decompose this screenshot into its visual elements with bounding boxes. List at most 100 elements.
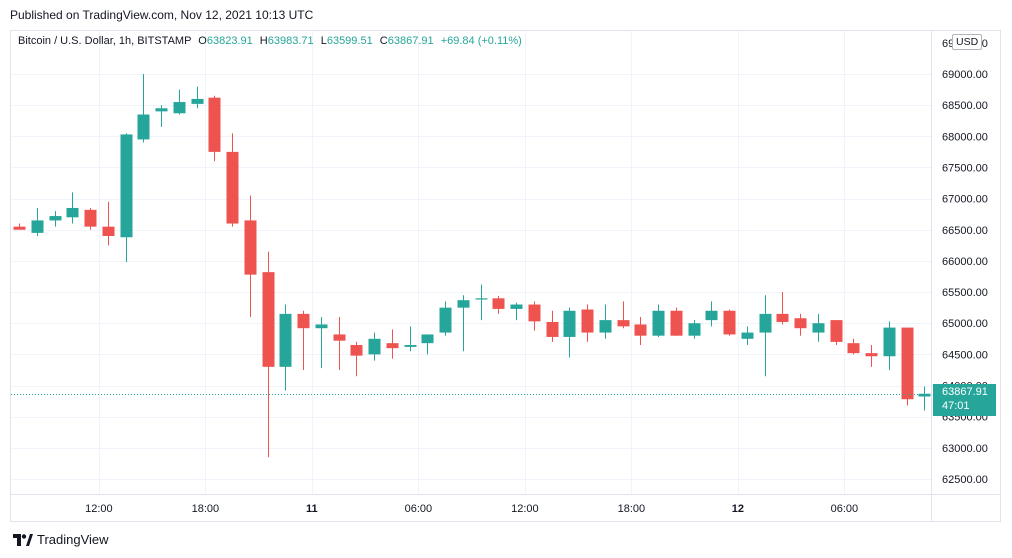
currency-button[interactable]: USD bbox=[952, 34, 983, 50]
y-tick-label: 63000.00 bbox=[942, 443, 988, 455]
candle-body bbox=[13, 226, 26, 230]
x-tick-label: 06:00 bbox=[831, 503, 859, 515]
candle-body bbox=[315, 324, 328, 329]
candle bbox=[918, 386, 931, 411]
candle bbox=[723, 309, 736, 336]
candle bbox=[31, 207, 44, 236]
y-tick-label: 66000.00 bbox=[942, 256, 988, 268]
candle bbox=[847, 338, 860, 355]
candle bbox=[510, 302, 523, 321]
candle bbox=[208, 95, 221, 162]
candle bbox=[191, 86, 204, 109]
candle bbox=[49, 211, 62, 227]
candle bbox=[226, 133, 239, 227]
x-tick-label: 12 bbox=[732, 503, 744, 515]
candle bbox=[776, 292, 789, 325]
brand-name: TradingView bbox=[37, 532, 109, 547]
candle bbox=[155, 105, 168, 127]
x-tick-label: 18:00 bbox=[192, 503, 220, 515]
candle bbox=[634, 317, 647, 346]
candle-body bbox=[475, 298, 488, 300]
symbol-legend: Bitcoin / U.S. Dollar, 1h, BITSTAMP O638… bbox=[18, 35, 522, 47]
candle bbox=[475, 284, 488, 321]
candle bbox=[741, 326, 754, 346]
candle-body bbox=[599, 320, 612, 333]
candle bbox=[368, 332, 381, 361]
candle-body bbox=[191, 98, 204, 104]
candle-body bbox=[66, 207, 79, 218]
candle bbox=[652, 304, 665, 337]
candle bbox=[830, 320, 843, 346]
open-value: 63823.91 bbox=[206, 35, 253, 47]
x-tick-label: 11 bbox=[306, 503, 318, 515]
candle bbox=[705, 301, 718, 327]
candle-body bbox=[155, 108, 168, 112]
candle-body bbox=[262, 272, 275, 367]
candle-body bbox=[439, 307, 452, 333]
last-price-value: 63867.91 bbox=[942, 386, 988, 398]
candle-body bbox=[137, 114, 150, 140]
candle-body bbox=[794, 318, 807, 329]
candle bbox=[102, 201, 115, 246]
candle bbox=[137, 74, 150, 143]
last-price-label: 63867.91 47:01 bbox=[933, 384, 996, 416]
candle bbox=[84, 207, 97, 230]
candle-body bbox=[581, 309, 594, 333]
candle bbox=[901, 327, 914, 406]
change-value: +69.84 (+0.11%) bbox=[440, 35, 522, 47]
candle-body bbox=[350, 345, 363, 356]
tradingview-brand[interactable]: TradingView bbox=[13, 532, 109, 547]
candle-body bbox=[617, 320, 630, 327]
candle bbox=[173, 89, 186, 115]
candle-body bbox=[634, 324, 647, 336]
candle bbox=[457, 295, 470, 352]
x-tick-label: 12:00 bbox=[85, 503, 113, 515]
candle bbox=[688, 320, 701, 339]
y-tick-label: 66500.00 bbox=[942, 225, 988, 237]
candle-body bbox=[120, 134, 133, 238]
candle bbox=[563, 307, 576, 358]
candle bbox=[350, 341, 363, 377]
candle-body bbox=[759, 313, 772, 333]
y-tick-label: 67000.00 bbox=[942, 194, 988, 206]
published-caption: Published on TradingView.com, Nov 12, 20… bbox=[10, 8, 314, 22]
candle-body bbox=[333, 334, 346, 341]
candle-body bbox=[830, 320, 843, 342]
candle bbox=[759, 295, 772, 377]
candle bbox=[333, 317, 346, 370]
candle-body bbox=[368, 338, 381, 355]
candle bbox=[120, 133, 133, 263]
candle-body bbox=[31, 220, 44, 233]
candle-body bbox=[492, 298, 505, 309]
candle bbox=[546, 310, 559, 342]
candle bbox=[794, 313, 807, 336]
candle-body bbox=[918, 393, 931, 397]
candle bbox=[66, 192, 79, 224]
candle-body bbox=[244, 220, 257, 275]
candle-body bbox=[173, 102, 186, 114]
candle-body bbox=[528, 304, 541, 322]
high-value: 63983.71 bbox=[267, 35, 314, 47]
chart-frame bbox=[10, 30, 1001, 522]
candle-body bbox=[510, 304, 523, 309]
y-tick-label: 62500.00 bbox=[942, 474, 988, 486]
candle-body bbox=[84, 209, 97, 227]
candle-body bbox=[386, 343, 399, 349]
x-tick-label: 06:00 bbox=[405, 503, 433, 515]
candle bbox=[13, 223, 26, 230]
candle-body bbox=[847, 343, 860, 354]
candle bbox=[421, 334, 434, 355]
candle bbox=[244, 195, 257, 317]
candle-body bbox=[670, 310, 683, 336]
candle bbox=[404, 326, 417, 352]
open-label: O bbox=[198, 35, 207, 47]
candle bbox=[617, 301, 630, 329]
low-label: L bbox=[320, 35, 327, 47]
candle-body bbox=[457, 300, 470, 308]
candle-body bbox=[776, 313, 789, 322]
candle bbox=[670, 307, 683, 336]
candle-body bbox=[723, 310, 736, 335]
candle bbox=[439, 301, 452, 336]
candle-body bbox=[688, 323, 701, 336]
